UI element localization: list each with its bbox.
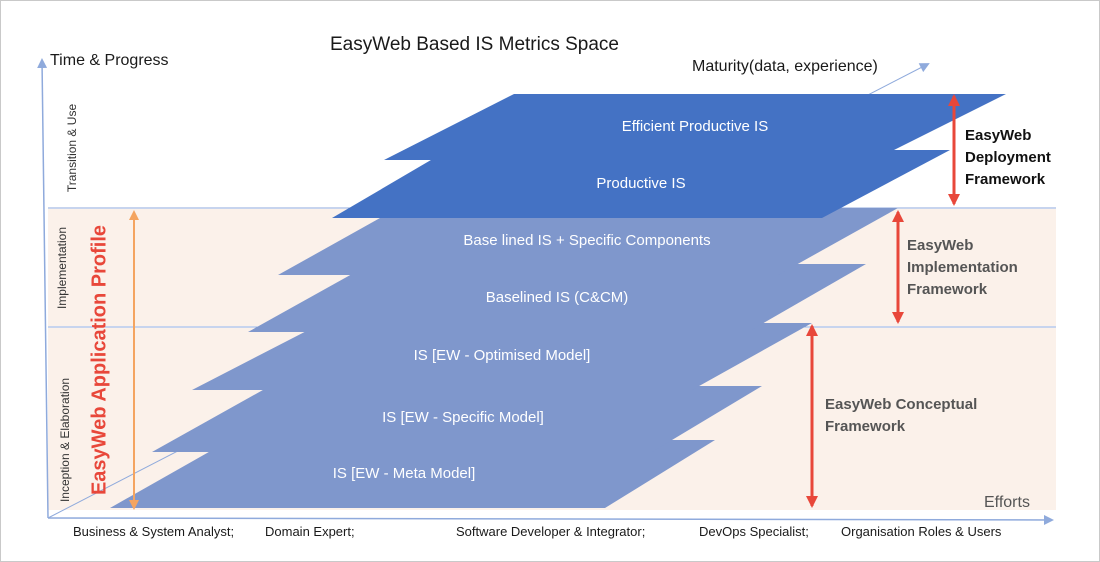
role-devops-specialist: DevOps Specialist; <box>699 524 809 539</box>
layer-label-optimised-model: IS [EW - Optimised Model] <box>413 347 591 364</box>
deployment-framework-line-2: Deployment <box>965 149 1051 166</box>
phase-inception-label: Inception & Elaboration <box>58 377 72 503</box>
role-software-developer: Software Developer & Integrator; <box>456 524 646 539</box>
layer-optimised-model <box>192 323 812 390</box>
implementation-framework-line-1: EasyWeb <box>907 237 974 254</box>
diagram-title: EasyWeb Based IS Metrics Space <box>330 34 619 55</box>
phase-transition-label: Transition & Use <box>65 103 79 193</box>
layer-label-productive: Productive IS <box>596 175 686 192</box>
layer-meta-model <box>110 440 715 508</box>
role-business-analyst: Business & System Analyst; <box>73 524 235 539</box>
layer-specific-model <box>152 386 762 452</box>
x-axis <box>47 514 1054 525</box>
layer-productive <box>332 150 950 218</box>
implementation-framework-line-3: Framework <box>907 281 988 298</box>
role-organisation-users: Organisation Roles & Users <box>841 524 1002 539</box>
layer-baselined-specific <box>278 208 898 275</box>
conceptual-framework-label: EasyWeb Conceptual Framework <box>825 394 977 438</box>
deployment-framework-line-1: EasyWeb <box>965 127 1032 144</box>
application-profile-label: EasyWeb Application Profile <box>88 224 111 496</box>
conceptual-framework-line-1: EasyWeb Conceptual <box>825 396 978 413</box>
implementation-framework-line-2: Implementation <box>907 259 1018 276</box>
deployment-framework-label: EasyWeb Deployment Framework <box>965 125 1051 191</box>
layer-label-specific-model: IS [EW - Specific Model] <box>382 409 544 426</box>
phase-implementation-label: Implementation <box>55 226 69 310</box>
maturity-axis-label: Maturity(data, experience) <box>692 58 878 75</box>
layer-label-meta-model: IS [EW - Meta Model] <box>332 465 476 482</box>
layer-label-baselined-specific: Base lined IS + Specific Components <box>463 232 711 249</box>
layer-label-baselined: Baselined IS (C&CM) <box>485 289 629 306</box>
layer-label-efficient-productive: Efficient Productive IS <box>621 118 769 135</box>
deployment-framework-line-3: Framework <box>965 171 1046 188</box>
role-domain-expert: Domain Expert; <box>265 524 355 539</box>
conceptual-framework-line-2: Framework <box>825 418 906 435</box>
y-axis <box>37 58 49 519</box>
layer-efficient-productive <box>384 94 1006 160</box>
efforts-axis-label: Efforts <box>984 494 1030 511</box>
layer-baselined <box>248 264 866 332</box>
y-axis-label: Time & Progress <box>50 52 169 69</box>
implementation-framework-label: EasyWeb Implementation Framework <box>907 235 1018 301</box>
